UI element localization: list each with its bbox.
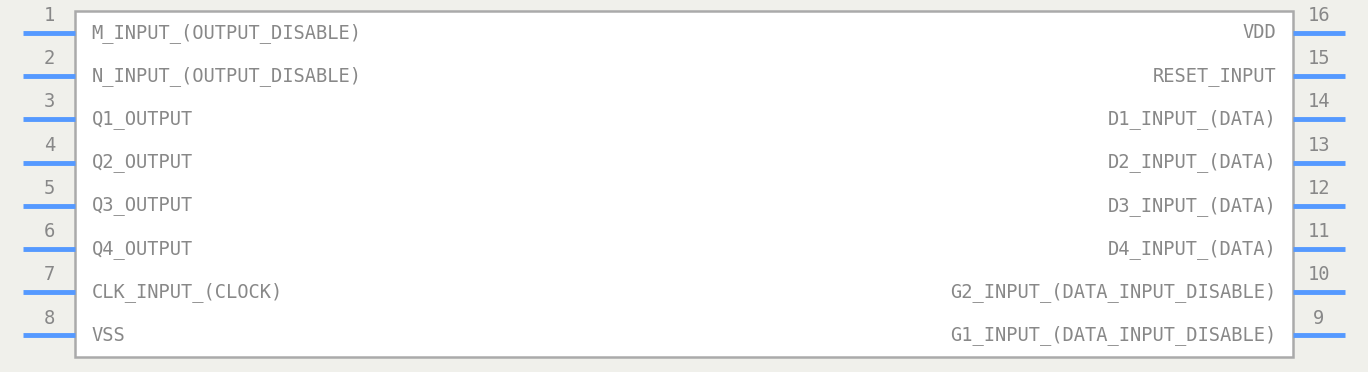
Text: 16: 16 (1308, 6, 1330, 25)
Text: 3: 3 (44, 93, 55, 112)
Text: 13: 13 (1308, 136, 1330, 155)
Text: VDD: VDD (1242, 23, 1276, 42)
Text: 4: 4 (44, 136, 55, 155)
Text: Q3_OUTPUT: Q3_OUTPUT (92, 196, 193, 215)
Text: 9: 9 (1313, 309, 1324, 328)
Text: VSS: VSS (92, 326, 126, 345)
Text: 11: 11 (1308, 222, 1330, 241)
Text: D4_INPUT_(DATA): D4_INPUT_(DATA) (1108, 239, 1276, 259)
Text: 6: 6 (44, 222, 55, 241)
Text: G2_INPUT_(DATA_INPUT_DISABLE): G2_INPUT_(DATA_INPUT_DISABLE) (951, 282, 1276, 302)
Text: 8: 8 (44, 309, 55, 328)
Text: 14: 14 (1308, 93, 1330, 112)
Text: 15: 15 (1308, 49, 1330, 68)
Text: 2: 2 (44, 49, 55, 68)
Text: Q4_OUTPUT: Q4_OUTPUT (92, 240, 193, 259)
Text: 5: 5 (44, 179, 55, 198)
Bar (75, 11, 1293, 357)
Text: 10: 10 (1308, 266, 1330, 285)
Text: D1_INPUT_(DATA): D1_INPUT_(DATA) (1108, 109, 1276, 129)
Text: 12: 12 (1308, 179, 1330, 198)
Text: RESET_INPUT: RESET_INPUT (1153, 67, 1276, 86)
Text: CLK_INPUT_(CLOCK): CLK_INPUT_(CLOCK) (92, 282, 283, 302)
Text: D2_INPUT_(DATA): D2_INPUT_(DATA) (1108, 153, 1276, 173)
Text: Q1_OUTPUT: Q1_OUTPUT (92, 110, 193, 129)
Text: 1: 1 (44, 6, 55, 25)
Text: G1_INPUT_(DATA_INPUT_DISABLE): G1_INPUT_(DATA_INPUT_DISABLE) (951, 326, 1276, 346)
Text: M_INPUT_(OUTPUT_DISABLE): M_INPUT_(OUTPUT_DISABLE) (92, 23, 361, 43)
Text: D3_INPUT_(DATA): D3_INPUT_(DATA) (1108, 196, 1276, 216)
Text: N_INPUT_(OUTPUT_DISABLE): N_INPUT_(OUTPUT_DISABLE) (92, 66, 361, 86)
Text: Q2_OUTPUT: Q2_OUTPUT (92, 153, 193, 172)
Text: 7: 7 (44, 266, 55, 285)
